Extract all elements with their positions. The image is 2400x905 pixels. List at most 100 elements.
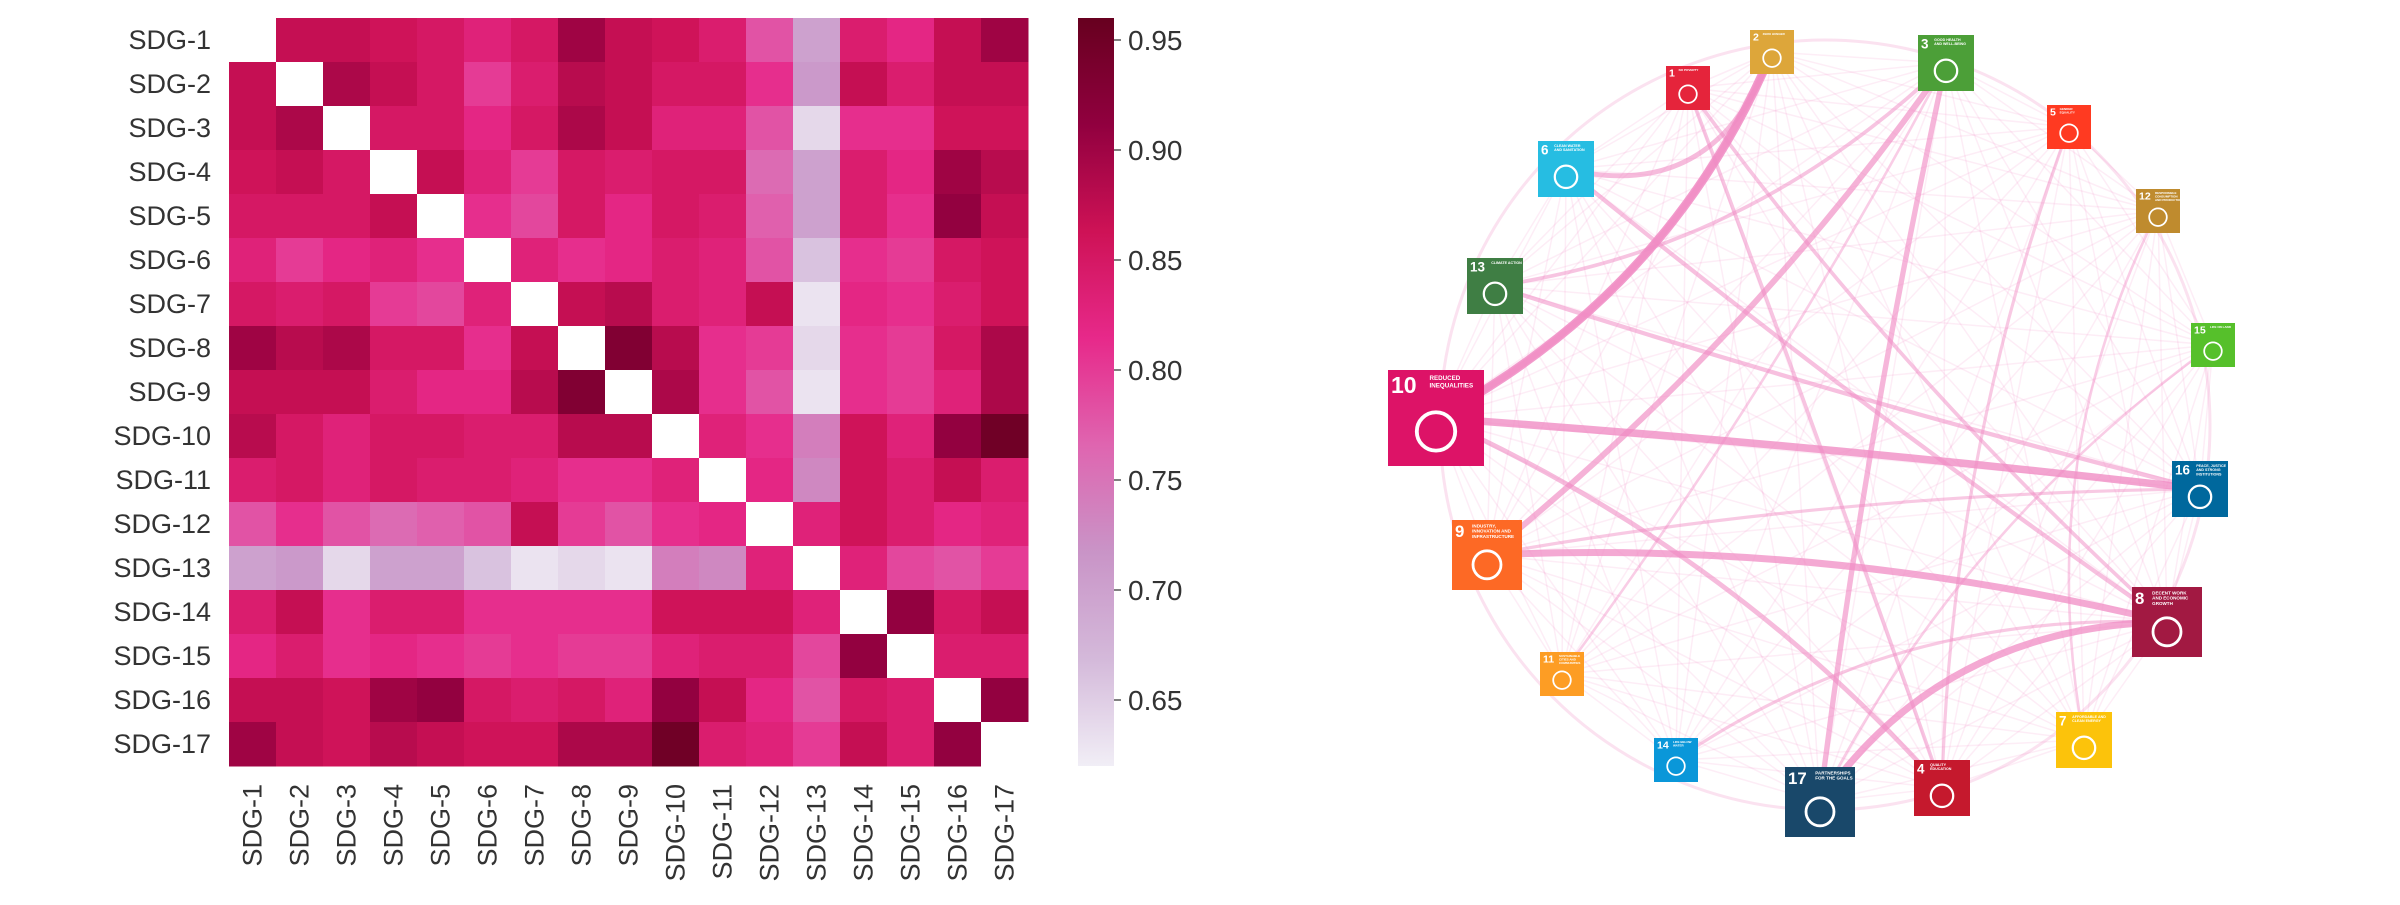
heatmap-cell — [981, 370, 1029, 415]
heatmap-cell — [793, 238, 841, 283]
network-faint-edge — [2068, 126, 2214, 346]
heatmap-cell — [934, 150, 982, 195]
heatmap-cell — [652, 238, 700, 283]
network-faint-edge — [1687, 87, 2201, 490]
heatmap-cell — [323, 106, 371, 151]
heatmap-cell — [323, 62, 371, 107]
heatmap-cell — [605, 282, 653, 327]
heatmap-cell — [323, 458, 371, 503]
heatmap-cell — [793, 502, 841, 547]
heatmap-cell — [934, 282, 982, 327]
sdg-goal-icon — [1762, 48, 1782, 68]
heatmap-row-labels: SDG-1 SDG-2 SDG-3 SDG-4 SDG-5 SDG-6 SDG-7 SDG-8… — [113, 25, 211, 759]
heatmap-cell — [652, 106, 700, 151]
heatmap-cell — [370, 502, 418, 547]
heatmap-cell — [370, 106, 418, 151]
network-edge — [1486, 487, 2201, 557]
heatmap-row-label: SDG-4 — [128, 157, 211, 187]
network-faint-edge — [1494, 285, 1821, 803]
heatmap-cell — [323, 282, 371, 327]
heatmap-cell — [699, 106, 747, 151]
heatmap-cell — [981, 326, 1029, 371]
heatmap-cell — [605, 150, 653, 195]
network-faint-edge — [1494, 285, 2085, 741]
sdg-tile-number: 6 — [1541, 142, 1548, 157]
sdg-goal-icon — [2071, 735, 2097, 761]
heatmap-cell — [370, 546, 418, 591]
network-faint-edge — [1771, 51, 2201, 490]
heatmap-cell — [699, 194, 747, 239]
sdg-goal-icon — [2203, 341, 2223, 361]
heatmap-row-label: SDG-15 — [113, 641, 211, 671]
heatmap-cell — [699, 634, 747, 679]
heatmap-cell — [746, 546, 794, 591]
heatmap-cell — [511, 546, 559, 591]
network-faint-edge — [1819, 210, 2159, 803]
heatmap-cell — [417, 106, 465, 151]
colorbar-tick-label: 0.80 — [1128, 355, 1183, 386]
heatmap-cell — [511, 414, 559, 459]
sdg-goal-icon — [1414, 410, 1458, 453]
heatmap-cell — [558, 150, 606, 195]
sdg-tile-number: 12 — [2139, 191, 2151, 203]
heatmap-cell — [981, 590, 1029, 635]
heatmap-cell — [840, 326, 888, 371]
heatmap-cell — [511, 326, 559, 371]
sdg-tile-label: AND WELL-BEING — [1934, 42, 1966, 46]
heatmap-cell — [417, 326, 465, 371]
network-edges — [1433, 50, 2214, 805]
sdg-tile-label: CITIES AND — [1559, 657, 1577, 661]
heatmap-cell — [793, 546, 841, 591]
heatmap-row-label: SDG-11 — [115, 465, 211, 495]
network-faint-edge — [1675, 210, 2159, 761]
sdg-goal-icon — [1678, 84, 1698, 104]
heatmap-cell — [370, 150, 418, 195]
heatmap-row-label: SDG-10 — [113, 421, 211, 451]
network-faint-edge — [1945, 62, 2168, 623]
network-faint-edge — [1941, 62, 1947, 789]
heatmap-column-label: SDG-10 — [661, 784, 691, 882]
heatmap-cell — [934, 326, 982, 371]
heatmap-cell — [605, 194, 653, 239]
heatmap-cell — [793, 326, 841, 371]
network-faint-edge — [1494, 285, 2201, 490]
network-faint-edge — [1941, 344, 2214, 789]
network-faint-edge — [2068, 126, 2201, 490]
heatmap-cell — [464, 194, 512, 239]
heatmap-row-label: SDG-5 — [128, 201, 211, 231]
colorbar-tick-label: 0.90 — [1128, 135, 1183, 166]
sdg-tile-number: 8 — [2135, 589, 2144, 608]
heatmap-row-label: SDG-17 — [113, 729, 211, 759]
heatmap-cell — [558, 370, 606, 415]
sdg-tile-label: EQUALITY — [2060, 110, 2075, 114]
sdg-tile-label: CLIMATE ACTION — [1491, 261, 1522, 265]
heatmap-cell — [229, 62, 277, 107]
heatmap-cell — [887, 546, 935, 591]
heatmap-cells — [229, 18, 1029, 767]
network-faint-edge — [1565, 168, 1821, 803]
network-edge — [1485, 61, 1949, 558]
heatmap-cell — [934, 194, 982, 239]
network-edge — [1565, 51, 1775, 179]
sdg-goal-icon — [1482, 281, 1508, 307]
heatmap-column-label: SDG-12 — [755, 784, 785, 882]
sdg-network-panel: 1 NO POVERTY 2 ZERO HUNGER 3 GOOD HEALTH AND W… — [1240, 0, 2400, 900]
sdg-tile-label: INSTITUTIONS — [2196, 473, 2222, 477]
network-faint-edge — [1435, 344, 2214, 419]
heatmap-cell — [229, 414, 277, 459]
heatmap-row-label: SDG-3 — [128, 113, 211, 143]
heatmap-cell — [840, 546, 888, 591]
sdg-15-tile: 15 LIFE ON LAND — [2191, 323, 2235, 367]
heatmap-cell — [370, 238, 418, 283]
sdg-tile-label: INDUSTRY, — [1472, 523, 1496, 528]
sdg-tile-label: INEQUALITIES — [1429, 382, 1473, 389]
heatmap-cell — [699, 282, 747, 327]
heatmap-row-label: SDG-13 — [113, 553, 211, 583]
network-faint-edge — [1675, 488, 2201, 761]
heatmap-column-label: SDG-1 — [238, 784, 268, 867]
sdg-tile-label: RESPONSIBLE — [2155, 191, 2177, 195]
